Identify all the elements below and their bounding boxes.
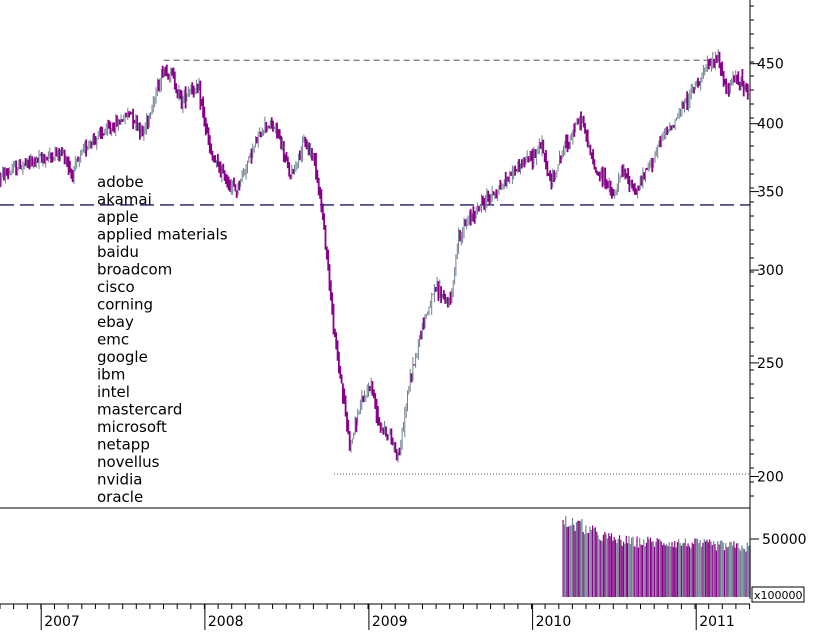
year-label: 2009 — [372, 614, 408, 630]
legend-item: oracle — [97, 488, 143, 506]
legend-item: apple — [97, 208, 139, 226]
price-tick-label: 300 — [757, 263, 784, 279]
legend-item: broadcom — [97, 261, 172, 279]
legend-item: ibm — [97, 366, 125, 384]
volume-unit-box — [751, 586, 805, 603]
volume-tick-label: 50000 — [762, 532, 807, 548]
legend-item: cisco — [97, 278, 135, 296]
legend-item: novellus — [97, 453, 160, 471]
legend-item: baidu — [97, 243, 139, 261]
legend-item: microsoft — [97, 418, 167, 436]
price-tick-label: 450 — [757, 57, 784, 73]
year-label: 2010 — [536, 614, 572, 630]
price-tick-label: 250 — [757, 356, 784, 372]
legend-item: akamai — [97, 191, 152, 209]
legend-item: nvidia — [97, 471, 142, 489]
legend-item: mastercard — [97, 401, 182, 419]
year-label: 2007 — [44, 614, 80, 630]
legend-item: adobe — [97, 173, 144, 191]
legend-item: ebay — [97, 313, 134, 331]
volume-panel — [562, 516, 751, 597]
price-panel — [0, 49, 750, 475]
price-tick-label: 350 — [757, 185, 784, 201]
legend-item: corning — [97, 296, 153, 314]
legend-item: applied materials — [97, 226, 228, 244]
legend-item: netapp — [97, 436, 150, 454]
price-tick-label: 400 — [757, 117, 784, 133]
year-label: 2008 — [208, 614, 244, 630]
legend-item: emc — [97, 331, 129, 349]
year-label: 2011 — [699, 614, 735, 630]
legend-item: intel — [97, 383, 130, 401]
legend-item: google — [97, 348, 148, 366]
price-tick-label: 200 — [757, 470, 784, 486]
volume-unit-label: x100000 — [754, 589, 803, 602]
